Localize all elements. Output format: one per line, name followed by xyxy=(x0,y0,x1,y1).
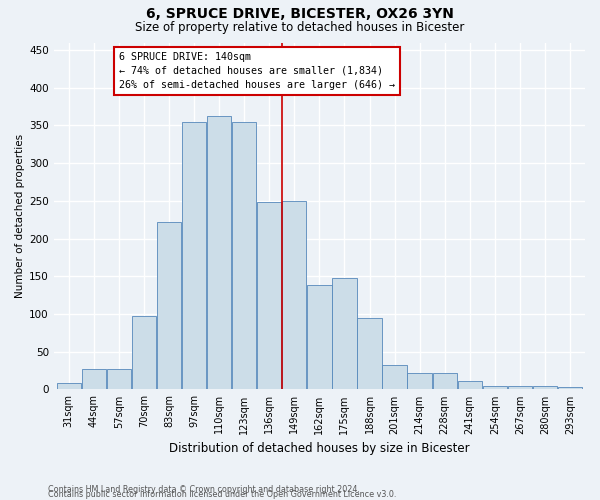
Bar xyxy=(282,201,307,390)
Bar xyxy=(458,381,482,390)
Text: 6 SPRUCE DRIVE: 140sqm
← 74% of detached houses are smaller (1,834)
26% of semi-: 6 SPRUCE DRIVE: 140sqm ← 74% of detached… xyxy=(119,52,395,90)
Bar xyxy=(382,366,407,390)
Bar xyxy=(558,387,582,390)
X-axis label: Distribution of detached houses by size in Bicester: Distribution of detached houses by size … xyxy=(169,442,470,455)
Bar xyxy=(433,373,457,390)
Text: Contains public sector information licensed under the Open Government Licence v3: Contains public sector information licen… xyxy=(48,490,397,499)
Bar xyxy=(82,369,106,390)
Bar xyxy=(358,318,382,390)
Text: Size of property relative to detached houses in Bicester: Size of property relative to detached ho… xyxy=(136,21,464,34)
Bar xyxy=(56,382,81,390)
Y-axis label: Number of detached properties: Number of detached properties xyxy=(15,134,25,298)
Bar xyxy=(508,386,532,390)
Bar xyxy=(482,386,507,390)
Bar xyxy=(132,316,156,390)
Bar xyxy=(157,222,181,390)
Text: 6, SPRUCE DRIVE, BICESTER, OX26 3YN: 6, SPRUCE DRIVE, BICESTER, OX26 3YN xyxy=(146,8,454,22)
Bar xyxy=(332,278,356,390)
Bar xyxy=(533,386,557,390)
Bar xyxy=(257,202,281,390)
Text: Contains HM Land Registry data © Crown copyright and database right 2024.: Contains HM Land Registry data © Crown c… xyxy=(48,484,360,494)
Bar xyxy=(407,373,432,390)
Bar xyxy=(182,122,206,390)
Bar xyxy=(232,122,256,390)
Bar xyxy=(207,116,232,390)
Bar xyxy=(107,369,131,390)
Bar xyxy=(307,286,332,390)
